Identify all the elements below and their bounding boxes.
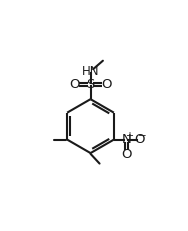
Text: O: O [134,133,144,146]
Text: +: + [125,131,133,141]
Text: N: N [121,133,131,146]
Text: O: O [121,148,131,161]
Text: O: O [101,78,112,91]
Text: O: O [69,78,80,91]
Text: HN: HN [82,65,99,78]
Text: −: − [138,131,146,141]
Text: S: S [86,78,95,91]
